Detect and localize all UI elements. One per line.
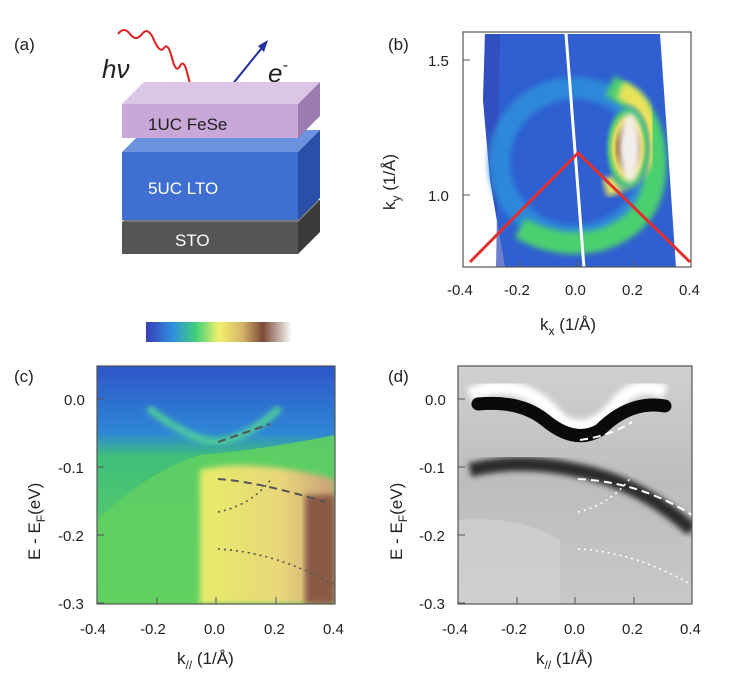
panel-b-xtick: -0.2 (504, 282, 530, 299)
panel-c-ytick: 0.0 (64, 392, 85, 409)
panel-c-ticks (96, 398, 336, 604)
panel-c-ytick: -0.1 (58, 460, 84, 477)
panel-c: (c) -0.4 -0.2 0.0 0.2 (14, 365, 344, 672)
panel-d-ticks (457, 398, 693, 604)
cut-lines (468, 150, 691, 264)
lto-side (298, 130, 320, 220)
colorbar-gradient (146, 322, 292, 342)
curvature-lower-shade (458, 519, 560, 604)
sample-line (564, 33, 586, 267)
panel-a-label: (a) (14, 35, 35, 54)
panel-c-xtick: -0.2 (140, 621, 166, 638)
panel-d-ytick: -0.3 (419, 596, 445, 613)
panel-b-ticks (462, 59, 692, 267)
panel-b-xtick: 0.2 (622, 282, 643, 299)
panel-b-ytick: 1.5 (428, 53, 449, 70)
panel-d-xtick: 0.4 (680, 621, 701, 638)
panel-b-ytick: 1.0 (428, 188, 449, 205)
arpes-guide-dotted-1 (217, 477, 273, 513)
panel-c-label: (c) (14, 367, 34, 386)
panel-b-xtick: 0.0 (565, 282, 586, 299)
panel-d: (d) -0.4 -0.2 0.0 0.2 (387, 365, 701, 672)
curvature-guide-dotted-2 (577, 548, 692, 586)
layer-fese-label: 1UC FeSe (148, 115, 227, 134)
panel-d-xlabel: k// (1/Å) (536, 649, 593, 672)
photon-label: hν (102, 54, 129, 84)
electron-arrowhead (258, 40, 268, 52)
sto-side (298, 200, 320, 254)
layer-sto-label: STO (175, 231, 210, 250)
curvature-band-lower (468, 457, 692, 536)
panel-b-xtick: -0.4 (447, 282, 473, 299)
sto-front (122, 222, 298, 254)
panel-d-xtick: -0.4 (442, 621, 468, 638)
arpes-electron-band (145, 405, 283, 446)
fese-top (122, 82, 320, 104)
curvature-guide-dashed-lower (577, 478, 692, 516)
electron-label: e- (268, 57, 288, 88)
arpes-yellow-region (200, 465, 335, 604)
panel-c-xtick: -0.4 (80, 621, 106, 638)
fese-front (122, 104, 298, 138)
panel-c-ytick: -0.3 (58, 596, 84, 613)
panel-c-xlabel: k// (1/Å) (177, 649, 234, 672)
panel-d-xtick: -0.2 (501, 621, 527, 638)
curvature-guide-dashed-upper (579, 421, 633, 441)
panel-c-xtick: 0.0 (204, 621, 225, 638)
panel-c-xtick: 0.4 (323, 621, 344, 638)
panel-d-ylabel: E - EF(eV) (387, 483, 410, 560)
photon-arrow (117, 29, 197, 89)
panel-b: (b) -0.4 -0.2 0.0 0.2 0.4 1.5 (380, 31, 700, 338)
curvature-band-upper (471, 396, 672, 443)
fermi-hotspot-core (620, 114, 640, 182)
lto-front (122, 152, 298, 220)
curvature-halo (467, 380, 669, 434)
panel-d-ytick: -0.1 (419, 460, 445, 477)
panel-a: (a) hν e- STO 5UC LTO 1UC FeSe (14, 29, 320, 254)
arpes-guide-dashed-upper (217, 423, 271, 443)
panel-b-label: (b) (388, 35, 409, 54)
fese-side (298, 82, 320, 138)
panel-d-ytick: -0.2 (419, 528, 445, 545)
panel-c-ylabel: E - EF(eV) (25, 483, 48, 560)
panel-b-xlabel: kx (1/Å) (540, 315, 596, 338)
panel-c-ytick: -0.2 (58, 528, 84, 545)
panel-b-xtick: 0.4 (679, 282, 700, 299)
panel-c-xtick: 0.2 (264, 621, 285, 638)
panel-d-xtick: 0.2 (622, 621, 643, 638)
colorbar (146, 322, 292, 342)
layer-lto-label: 5UC LTO (148, 179, 218, 198)
arpes-guide-dotted-2 (217, 548, 335, 586)
panel-d-xtick: 0.0 (564, 621, 585, 638)
panel-d-label: (d) (388, 367, 409, 386)
panel-b-ylabel: ky (1/Å) (380, 154, 403, 210)
arpes-guide-dashed-lower (217, 478, 326, 503)
arpes-brown-region (305, 495, 335, 604)
panel-d-ytick: 0.0 (425, 392, 446, 409)
